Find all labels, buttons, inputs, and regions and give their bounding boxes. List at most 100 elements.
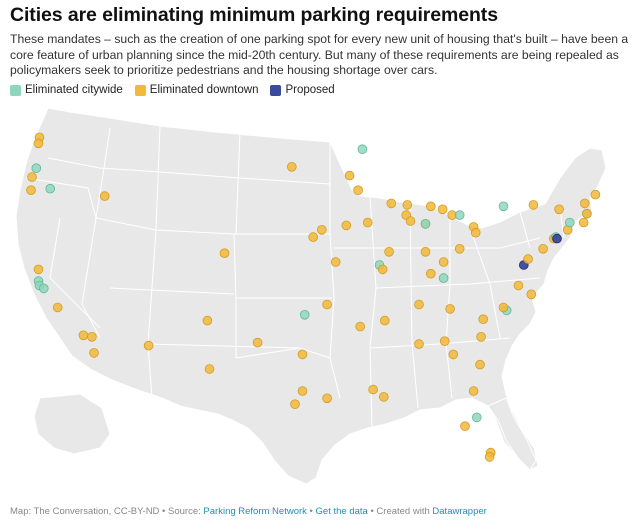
city-marker-downtown[interactable] (402, 200, 413, 210)
city-marker-downtown[interactable] (204, 364, 215, 374)
us-map (0, 98, 640, 498)
city-marker-downtown[interactable] (52, 302, 63, 313)
city-marker-downtown[interactable] (322, 299, 332, 310)
city-marker-downtown[interactable] (478, 314, 489, 325)
city-marker-downtown[interactable] (513, 280, 524, 291)
city-marker-downtown[interactable] (379, 315, 390, 326)
city-marker-downtown[interactable] (528, 200, 539, 210)
footer-separator: • (159, 506, 169, 517)
city-marker-downtown[interactable] (355, 321, 366, 332)
city-marker-downtown[interactable] (27, 172, 37, 182)
city-marker-downtown[interactable] (523, 254, 533, 264)
city-marker-downtown[interactable] (297, 386, 308, 396)
city-marker-downtown[interactable] (437, 204, 448, 215)
footer: Map: The Conversation, CC-BY-ND • Source… (10, 506, 487, 517)
city-marker-downtown[interactable] (475, 359, 485, 370)
city-marker-downtown[interactable] (316, 225, 327, 235)
city-marker-downtown[interactable] (420, 247, 431, 257)
city-marker-downtown[interactable] (454, 244, 465, 254)
footer-credit: Map: The Conversation, CC-BY-ND (10, 506, 160, 517)
city-marker-downtown[interactable] (78, 330, 89, 341)
datawrapper-link[interactable]: Datawrapper (432, 506, 487, 517)
chart-description: These mandates – such as the creation of… (10, 32, 629, 77)
city-marker-downtown[interactable] (362, 217, 373, 228)
city-marker-downtown[interactable] (538, 244, 548, 254)
legend-label-proposed: Proposed (285, 84, 335, 96)
footer-source-prefix: Source: (168, 506, 204, 517)
city-marker-downtown[interactable] (202, 315, 213, 326)
city-marker-downtown[interactable] (143, 340, 154, 351)
city-marker-downtown[interactable] (330, 257, 341, 267)
city-marker-downtown[interactable] (286, 162, 297, 172)
city-marker-downtown[interactable] (252, 337, 263, 348)
city-marker-downtown[interactable] (414, 339, 424, 349)
city-marker-downtown[interactable] (377, 264, 388, 275)
city-marker-citywide[interactable] (38, 283, 49, 294)
city-marker-downtown[interactable] (468, 386, 479, 396)
city-marker-downtown[interactable] (26, 185, 36, 195)
city-marker-citywide[interactable] (454, 210, 465, 220)
footer-separator: • (367, 506, 377, 517)
city-marker-downtown[interactable] (384, 247, 394, 257)
city-marker-citywide[interactable] (357, 144, 368, 154)
city-marker-downtown[interactable] (582, 208, 592, 219)
city-marker-downtown[interactable] (460, 421, 470, 432)
city-marker-downtown[interactable] (297, 349, 308, 360)
legend-swatch-proposed (270, 84, 282, 96)
legend-swatch-downtown (134, 84, 146, 96)
city-marker-downtown[interactable] (386, 198, 397, 209)
city-marker-downtown[interactable] (579, 198, 590, 209)
city-marker-downtown[interactable] (425, 268, 436, 279)
footer-created-prefix: Created with (376, 506, 433, 517)
city-marker-citywide[interactable] (438, 273, 449, 283)
city-marker-downtown[interactable] (353, 185, 363, 195)
city-marker-downtown[interactable] (290, 399, 300, 410)
city-marker-downtown[interactable] (89, 348, 99, 358)
city-marker-downtown[interactable] (484, 452, 495, 462)
city-marker-citywide[interactable] (45, 183, 55, 194)
city-marker-downtown[interactable] (554, 204, 564, 215)
city-marker-downtown[interactable] (526, 289, 537, 300)
city-marker-citywide[interactable] (31, 163, 42, 173)
chart-title: Cities are eliminating minimum parking r… (10, 4, 498, 26)
city-marker-downtown[interactable] (308, 232, 319, 242)
state-shapes (15, 107, 607, 485)
city-marker-downtown[interactable] (322, 393, 332, 404)
city-marker-downtown[interactable] (341, 220, 352, 231)
city-marker-downtown[interactable] (33, 138, 44, 149)
city-marker-downtown[interactable] (378, 392, 389, 402)
city-marker-proposed[interactable] (552, 233, 562, 244)
city-marker-downtown[interactable] (344, 170, 355, 181)
city-marker-downtown[interactable] (448, 349, 459, 360)
city-marker-downtown[interactable] (445, 304, 455, 314)
us-landmass (15, 107, 607, 485)
city-marker-downtown[interactable] (405, 216, 416, 226)
city-marker-downtown[interactable] (368, 384, 378, 395)
city-marker-citywide[interactable] (564, 217, 575, 228)
city-markers (26, 132, 601, 462)
city-marker-downtown[interactable] (476, 332, 486, 342)
city-marker-downtown[interactable] (498, 302, 509, 313)
alaska-shape (33, 393, 111, 455)
legend-label-citywide: Eliminated citywide (25, 84, 123, 96)
city-marker-downtown[interactable] (87, 332, 97, 342)
city-marker-citywide[interactable] (471, 412, 482, 423)
city-marker-downtown[interactable] (414, 299, 424, 310)
city-marker-downtown[interactable] (33, 264, 44, 275)
city-marker-citywide[interactable] (498, 201, 509, 212)
city-marker-downtown[interactable] (438, 257, 449, 267)
source-link[interactable]: Parking Reform Network (203, 506, 307, 517)
get-data-link[interactable]: Get the data (315, 506, 368, 517)
legend-swatch-citywide (10, 84, 21, 96)
city-marker-downtown[interactable] (590, 189, 601, 200)
city-marker-downtown[interactable] (470, 227, 481, 238)
city-marker-downtown[interactable] (99, 191, 110, 201)
legend-item-proposed: Proposed (270, 84, 335, 96)
city-marker-downtown[interactable] (578, 217, 589, 228)
us-map-svg (15, 107, 607, 485)
city-marker-citywide[interactable] (420, 219, 431, 229)
city-marker-downtown[interactable] (425, 201, 436, 212)
city-marker-downtown[interactable] (219, 248, 230, 259)
city-marker-downtown[interactable] (439, 336, 450, 347)
city-marker-citywide[interactable] (299, 310, 310, 320)
